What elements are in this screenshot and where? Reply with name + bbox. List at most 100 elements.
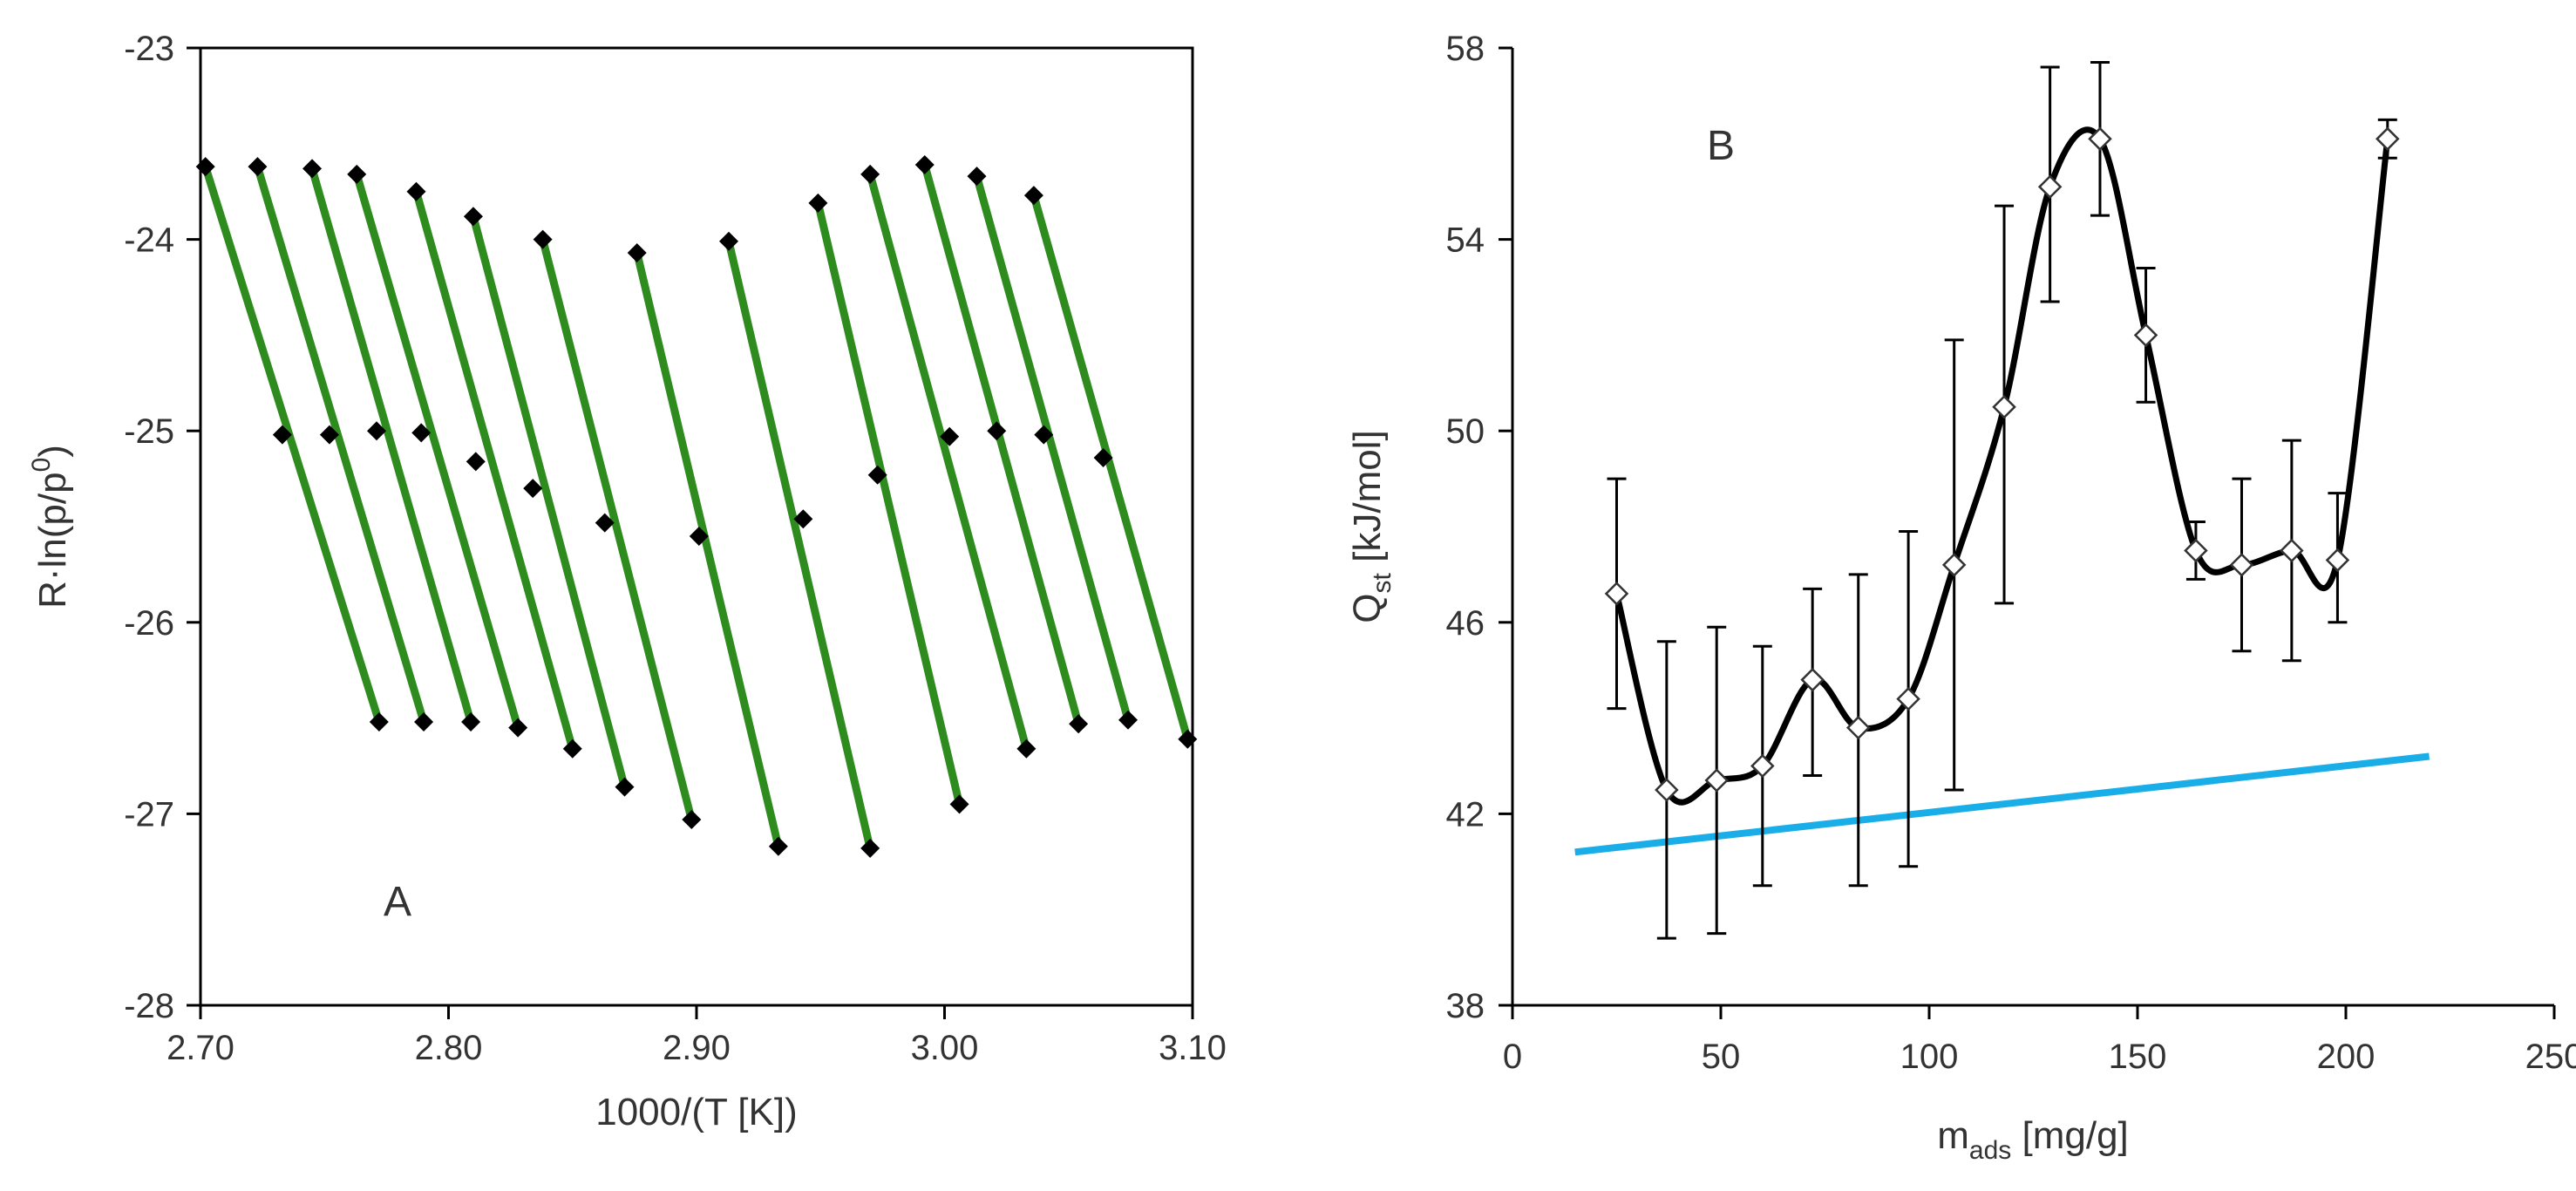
isostere-10-point-1 xyxy=(808,193,828,213)
qst-point-16 xyxy=(2325,548,2350,573)
panel-a-y-ticks: -28 -27 -26 -25 -24 -23 xyxy=(124,30,201,1025)
isostere-8-point-2 xyxy=(689,526,709,546)
isostere-12-point-2 xyxy=(987,421,1007,441)
isostere-13-point-1 xyxy=(967,167,987,187)
panel-b-x-title-main: m xyxy=(1937,1114,1969,1157)
isostere-line-13 xyxy=(973,174,1132,722)
panel-a-y-axis-title: R·ln(p/p0) xyxy=(27,445,74,609)
panel-a-x-ticks: 2.70 2.80 2.90 3.00 3.10 xyxy=(167,1005,1227,1067)
panel-a-y-title-main: R·ln(p/p xyxy=(31,472,74,609)
isostere-11-point-1 xyxy=(860,164,880,184)
panel-b-trend-series xyxy=(1574,752,2430,856)
qst-point-12 xyxy=(2133,323,2158,348)
isostere-2-point-3 xyxy=(414,711,434,732)
isostere-line-5 xyxy=(412,190,577,750)
isostere-1-point-2 xyxy=(272,425,292,445)
isostere-11-point-2 xyxy=(940,426,960,446)
isostere-13-point-3 xyxy=(1118,710,1138,730)
isostere-5-point-2 xyxy=(466,452,486,472)
panel-b-y-tick-label: 50 xyxy=(1446,412,1485,451)
qst-point-5 xyxy=(1800,667,1825,692)
panel-a-x-tick-label: 2.80 xyxy=(415,1029,483,1067)
panel-a-isostere-lines xyxy=(201,163,1192,849)
isostere-line-2 xyxy=(254,165,428,724)
isostere-3-point-1 xyxy=(302,159,323,179)
isostere-line-10 xyxy=(814,201,963,806)
isostere-4-point-1 xyxy=(347,164,367,184)
panel-a-y-title-close: ) xyxy=(31,445,74,458)
isostere-4-point-3 xyxy=(508,718,528,738)
panel-b-y-title-main: Q xyxy=(1346,593,1389,623)
panel-a-plot-frame xyxy=(199,46,1194,1007)
panel-b-y-tick-label: 38 xyxy=(1446,987,1485,1025)
qst-point-2 xyxy=(1655,778,1679,802)
isostere-5-point-3 xyxy=(562,738,582,759)
isostere-5-point-1 xyxy=(406,181,426,201)
panel-a-data-markers xyxy=(195,154,1198,858)
isostere-4-point-2 xyxy=(411,423,432,443)
qst-point-14 xyxy=(2229,553,2254,577)
panel-a-y-tick-label: -28 xyxy=(124,987,174,1025)
panel-b-x-title-sub: ads xyxy=(1969,1136,2011,1165)
qst-point-1 xyxy=(1604,582,1629,606)
panel-a-y-tick-label: -27 xyxy=(124,795,174,834)
panel-b-x-tick-label: 0 xyxy=(1503,1038,1522,1076)
qst-point-3 xyxy=(1704,768,1729,793)
qst-series-line xyxy=(1614,126,2391,806)
panel-a-y-tick-label: -23 xyxy=(124,30,174,68)
panel-b-y-ticks: 38 42 46 50 54 58 xyxy=(1446,30,1512,1025)
panel-a-x-axis-title: 1000/(T [K]) xyxy=(595,1091,798,1133)
isostere-7-point-3 xyxy=(682,809,702,829)
isostere-12-point-1 xyxy=(914,154,935,174)
isostere-6-point-3 xyxy=(615,777,635,797)
qst-point-7 xyxy=(1896,686,1920,711)
panel-b-x-tick-label: 50 xyxy=(1702,1038,1741,1076)
panel-a-x-tick-label: 3.10 xyxy=(1159,1029,1227,1067)
isostere-6-point-2 xyxy=(523,479,543,499)
isostere-1-point-3 xyxy=(369,711,389,732)
qst-point-4 xyxy=(1750,753,1775,779)
panel-a-y-tick-label: -25 xyxy=(124,412,174,451)
chart-panel-a: 2.70 2.80 2.90 3.00 3.10 -28-27-26-25-24-23 … xyxy=(27,30,1227,1133)
panel-b-x-ticks: 0 50 100 150 200 250 xyxy=(1503,1005,2576,1076)
isostere-line-3 xyxy=(308,167,475,724)
trend-line xyxy=(1574,752,2430,856)
panel-b-x-tick-label: 250 xyxy=(2525,1038,2576,1076)
panel-a-y-title-sup: 0 xyxy=(27,458,56,473)
panel-b-qst-curve xyxy=(1614,126,2391,806)
isostere-12-point-3 xyxy=(1069,714,1089,734)
qst-point-13 xyxy=(2184,538,2208,563)
panel-b-y-title-unit: [kJ/mol] xyxy=(1346,430,1389,573)
qst-point-9 xyxy=(1992,394,2016,419)
isostere-3-point-2 xyxy=(366,421,386,441)
isostere-line-8 xyxy=(633,251,783,847)
qst-point-6 xyxy=(1845,715,1871,740)
isostere-9-point-1 xyxy=(718,231,738,251)
panel-b-y-tick-label: 58 xyxy=(1446,30,1485,68)
isostere-3-point-3 xyxy=(461,711,481,732)
panel-a-y-tick-label: -24 xyxy=(124,221,174,260)
panel-a-y-tick-label: -26 xyxy=(124,604,174,643)
isostere-14-point-1 xyxy=(1023,186,1043,206)
isostere-10-point-2 xyxy=(867,465,887,485)
isostere-line-9 xyxy=(724,240,874,849)
qst-point-10 xyxy=(2037,174,2063,199)
isostere-10-point-3 xyxy=(949,794,969,814)
isostere-line-12 xyxy=(921,163,1083,725)
panel-a-x-tick-label: 2.90 xyxy=(663,1029,731,1067)
panel-a-x-tick-label: 3.00 xyxy=(911,1029,979,1067)
isostere-line-7 xyxy=(539,238,696,821)
isostere-line-14 xyxy=(1030,194,1192,740)
chart-panel-b: 0 50 100 150 200 250 38 42 46 50 54 58 B mads [mg/… xyxy=(1346,30,2576,1165)
qst-point-8 xyxy=(1941,553,1967,577)
panel-b-x-tick-label: 100 xyxy=(1900,1038,1959,1076)
panel-b-x-tick-label: 200 xyxy=(2317,1038,2375,1076)
panel-b-y-tick-label: 46 xyxy=(1446,604,1485,643)
isostere-14-point-3 xyxy=(1178,729,1198,749)
panel-b-data-markers xyxy=(1604,126,2400,802)
isostere-line-4 xyxy=(352,173,522,729)
panel-a-letter: A xyxy=(384,879,411,925)
panel-b-letter: B xyxy=(1707,123,1735,169)
isostere-8-point-3 xyxy=(768,836,788,856)
isostere-9-point-2 xyxy=(793,509,813,529)
